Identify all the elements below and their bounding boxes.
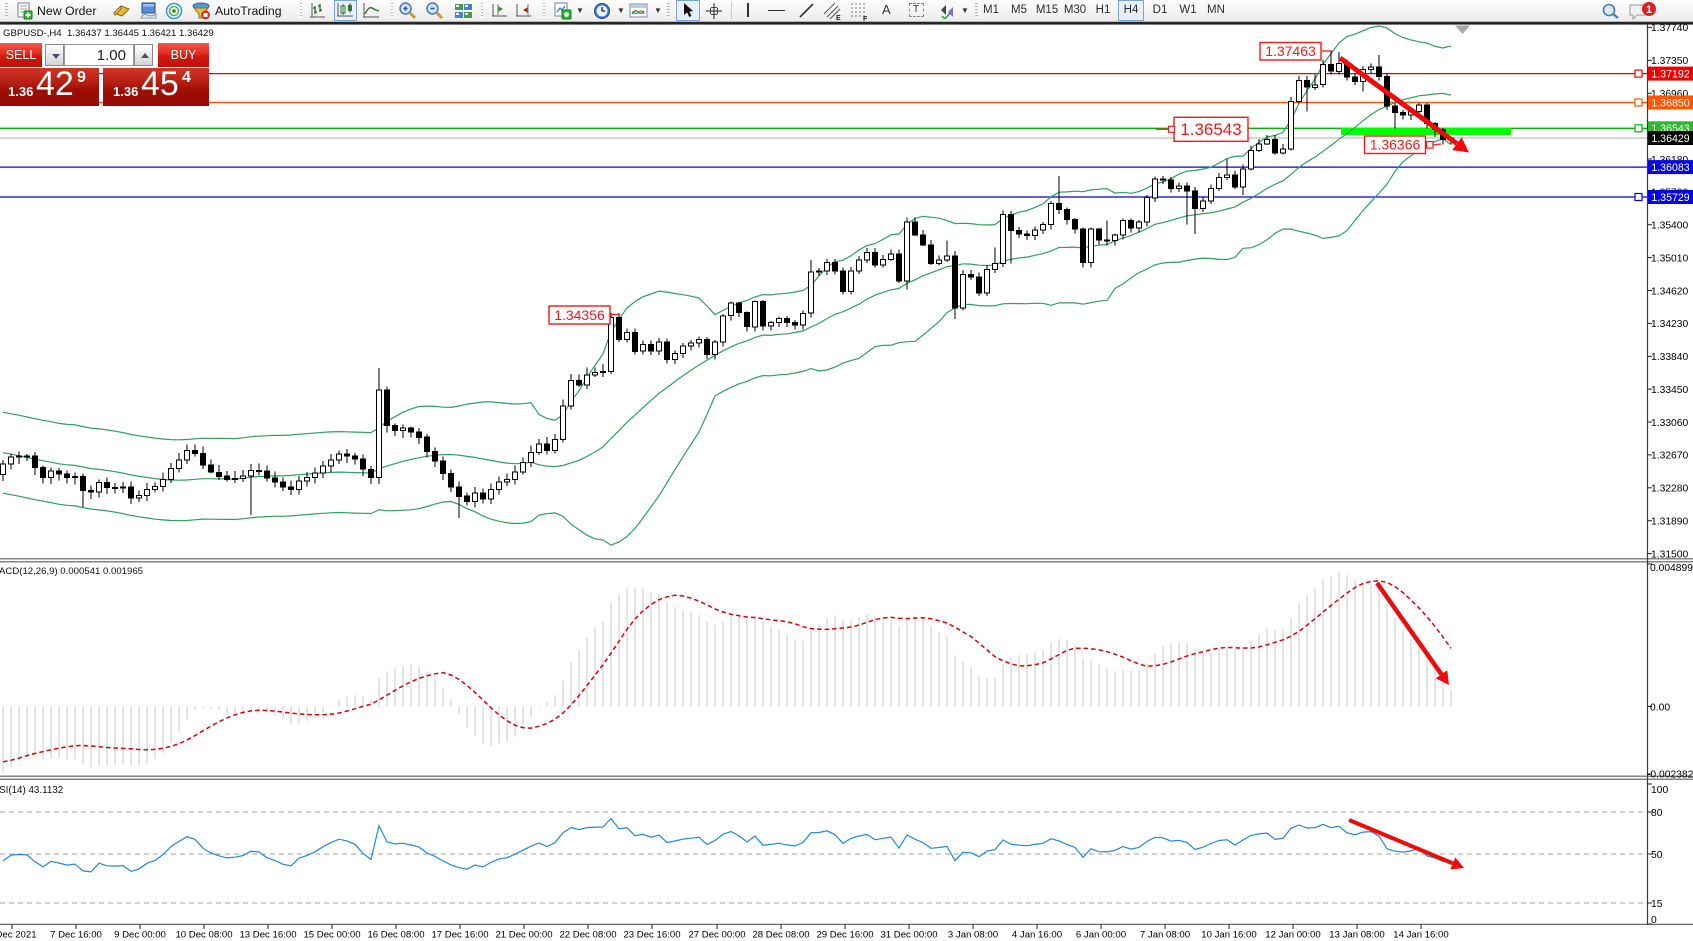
svg-text:1.34620: 1.34620 [1651,286,1688,297]
svg-text:MACD(12,26,9) 0.000541 0.00196: MACD(12,26,9) 0.000541 0.001965 [0,566,143,577]
svg-text:0: 0 [1651,915,1657,926]
svg-text:7 Dec 16:00: 7 Dec 16:00 [50,930,102,941]
svg-text:RSI(14) 43.1132: RSI(14) 43.1132 [0,785,63,796]
svg-text:1.35729: 1.35729 [1651,192,1689,204]
svg-text:1.35010: 1.35010 [1651,253,1688,264]
svg-text:1.36960: 1.36960 [1651,89,1688,100]
svg-text:0.00: 0.00 [1650,702,1670,713]
svg-text:27 Dec 00:00: 27 Dec 00:00 [688,930,745,941]
svg-text:-0.002382: -0.002382 [1647,770,1693,781]
svg-text:7 Jan 08:00: 7 Jan 08:00 [1140,930,1190,941]
svg-text:1.36429: 1.36429 [1651,133,1689,145]
svg-text:0.004899: 0.004899 [1650,563,1693,574]
svg-text:1.36850: 1.36850 [1651,97,1689,109]
svg-text:1.37463: 1.37463 [1265,43,1316,59]
svg-text:1.36543: 1.36543 [1180,120,1241,139]
svg-text:1.37740: 1.37740 [1651,23,1688,34]
svg-text:9 Dec 00:00: 9 Dec 00:00 [114,930,166,941]
svg-text:1.37350: 1.37350 [1651,56,1688,67]
svg-text:12 Jan 00:00: 12 Jan 00:00 [1265,930,1320,941]
svg-text:4 Jan 16:00: 4 Jan 16:00 [1012,930,1062,941]
svg-text:23 Dec 16:00: 23 Dec 16:00 [623,930,680,941]
svg-text:21 Dec 00:00: 21 Dec 00:00 [495,930,552,941]
svg-text:1.31500: 1.31500 [1651,549,1688,560]
svg-text:16 Dec 08:00: 16 Dec 08:00 [367,930,424,941]
svg-text:15: 15 [1651,899,1663,910]
svg-text:1.35400: 1.35400 [1651,221,1688,232]
svg-text:80: 80 [1651,808,1663,819]
svg-text:1.34230: 1.34230 [1651,319,1688,330]
svg-text:GBPUSD-,H4 1.36437 1.36445 1.: GBPUSD-,H4 1.36437 1.36445 1.36421 1.364… [3,28,214,39]
svg-text:31 Dec 00:00: 31 Dec 00:00 [880,930,937,941]
svg-text:1.36366: 1.36366 [1370,137,1421,153]
svg-text:1: 1 [1646,4,1652,16]
svg-text:10 Dec 08:00: 10 Dec 08:00 [175,930,232,941]
svg-text:1.33450: 1.33450 [1651,385,1688,396]
svg-text:1.33060: 1.33060 [1651,418,1688,429]
svg-text:28 Dec 08:00: 28 Dec 08:00 [752,930,809,941]
svg-text:E: E [836,15,841,21]
svg-text:22 Dec 08:00: 22 Dec 08:00 [559,930,616,941]
svg-text:1.32280: 1.32280 [1651,484,1688,495]
svg-text:29 Dec 16:00: 29 Dec 16:00 [816,930,873,941]
svg-text:1.34356: 1.34356 [554,307,605,323]
svg-text:6 Jan 00:00: 6 Jan 00:00 [1076,930,1126,941]
svg-text:1.31890: 1.31890 [1651,517,1688,528]
svg-text:15 Dec 00:00: 15 Dec 00:00 [303,930,360,941]
svg-text:14 Jan 16:00: 14 Jan 16:00 [1393,930,1448,941]
svg-text:6 Dec 2021: 6 Dec 2021 [0,930,37,941]
svg-text:1.32670: 1.32670 [1651,451,1688,462]
svg-text:13 Dec 16:00: 13 Dec 16:00 [239,930,296,941]
svg-text:1.33840: 1.33840 [1651,352,1688,363]
svg-text:F: F [863,16,868,21]
svg-text:100: 100 [1651,785,1668,796]
svg-text:17 Dec 16:00: 17 Dec 16:00 [431,930,488,941]
svg-text:1.36083: 1.36083 [1651,162,1689,174]
svg-text:1.37192: 1.37192 [1651,69,1689,81]
svg-text:13 Jan 08:00: 13 Jan 08:00 [1329,930,1384,941]
svg-text:10 Jan 16:00: 10 Jan 16:00 [1201,930,1256,941]
svg-text:50: 50 [1651,850,1663,861]
svg-text:3 Jan 08:00: 3 Jan 08:00 [948,930,998,941]
